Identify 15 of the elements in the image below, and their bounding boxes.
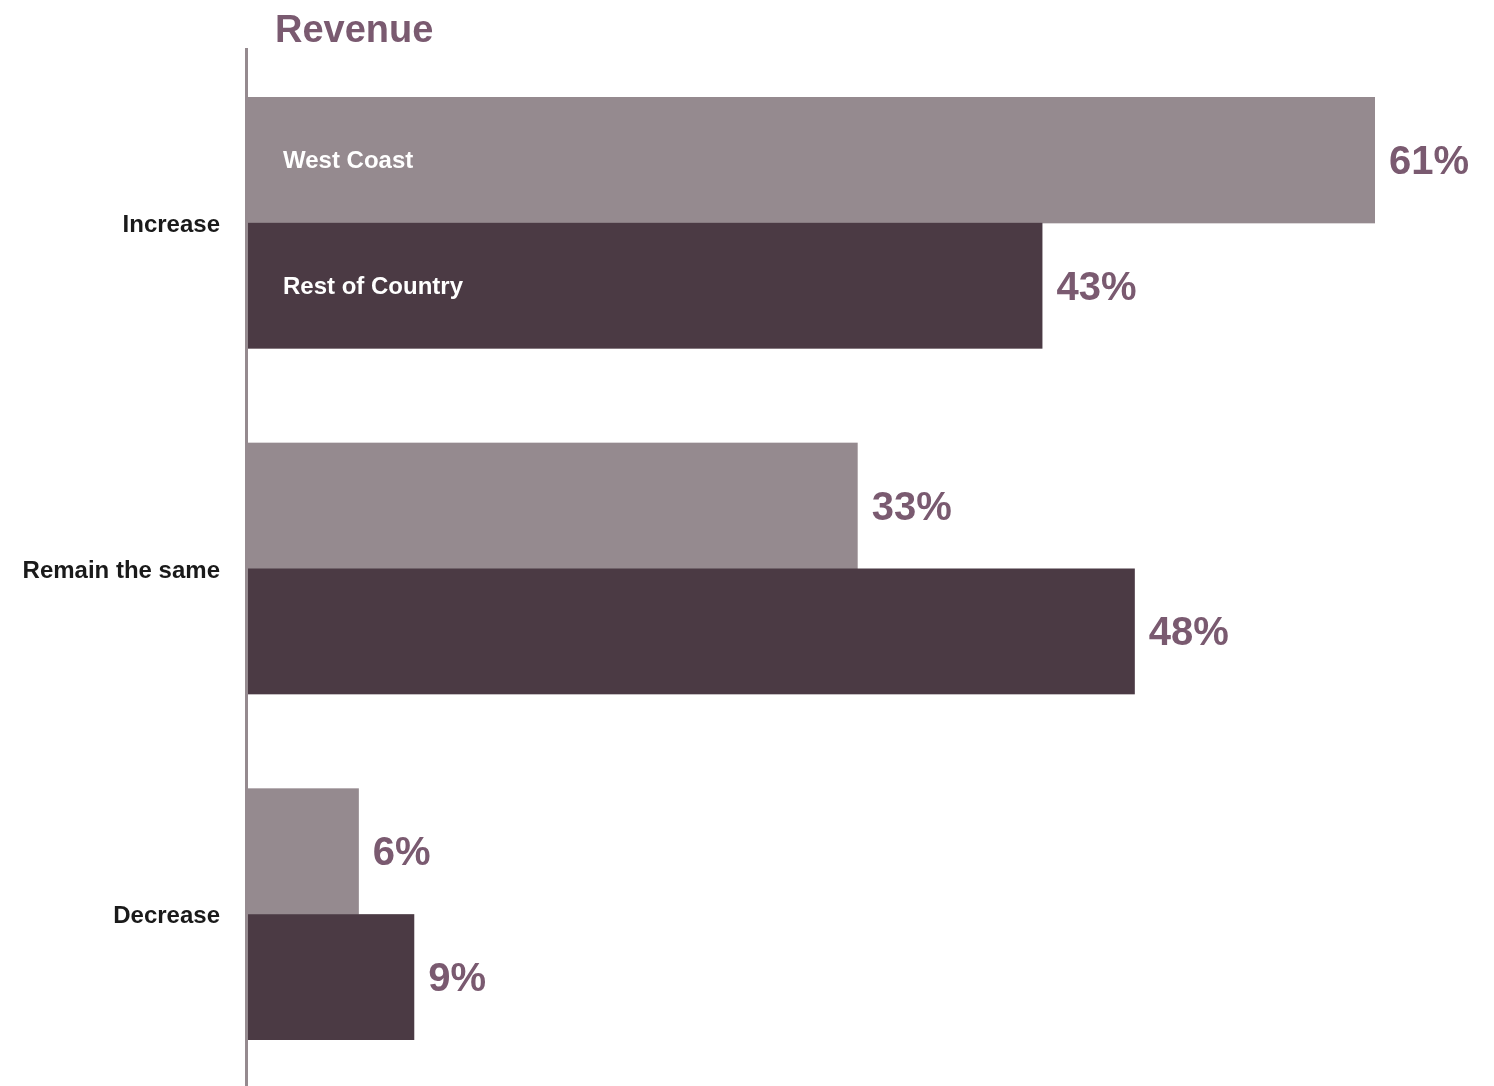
data-label: 48% xyxy=(1148,609,1229,654)
bar xyxy=(248,568,1135,695)
data-label: 43% xyxy=(1056,263,1137,308)
chart-title: Revenue xyxy=(275,8,434,50)
bar xyxy=(248,914,415,1040)
series-label: Rest of Country xyxy=(283,271,464,299)
y-tick-label: Remain the same xyxy=(22,555,220,583)
y-tick-label: Increase xyxy=(122,209,220,237)
bar xyxy=(248,222,1043,349)
series-label: West Coast xyxy=(283,145,414,173)
y-tick-label: Decrease xyxy=(113,901,220,929)
data-label: 61% xyxy=(1389,137,1470,182)
data-label: 6% xyxy=(372,829,431,874)
data-label: 33% xyxy=(871,483,952,528)
data-label: 9% xyxy=(428,955,487,1000)
